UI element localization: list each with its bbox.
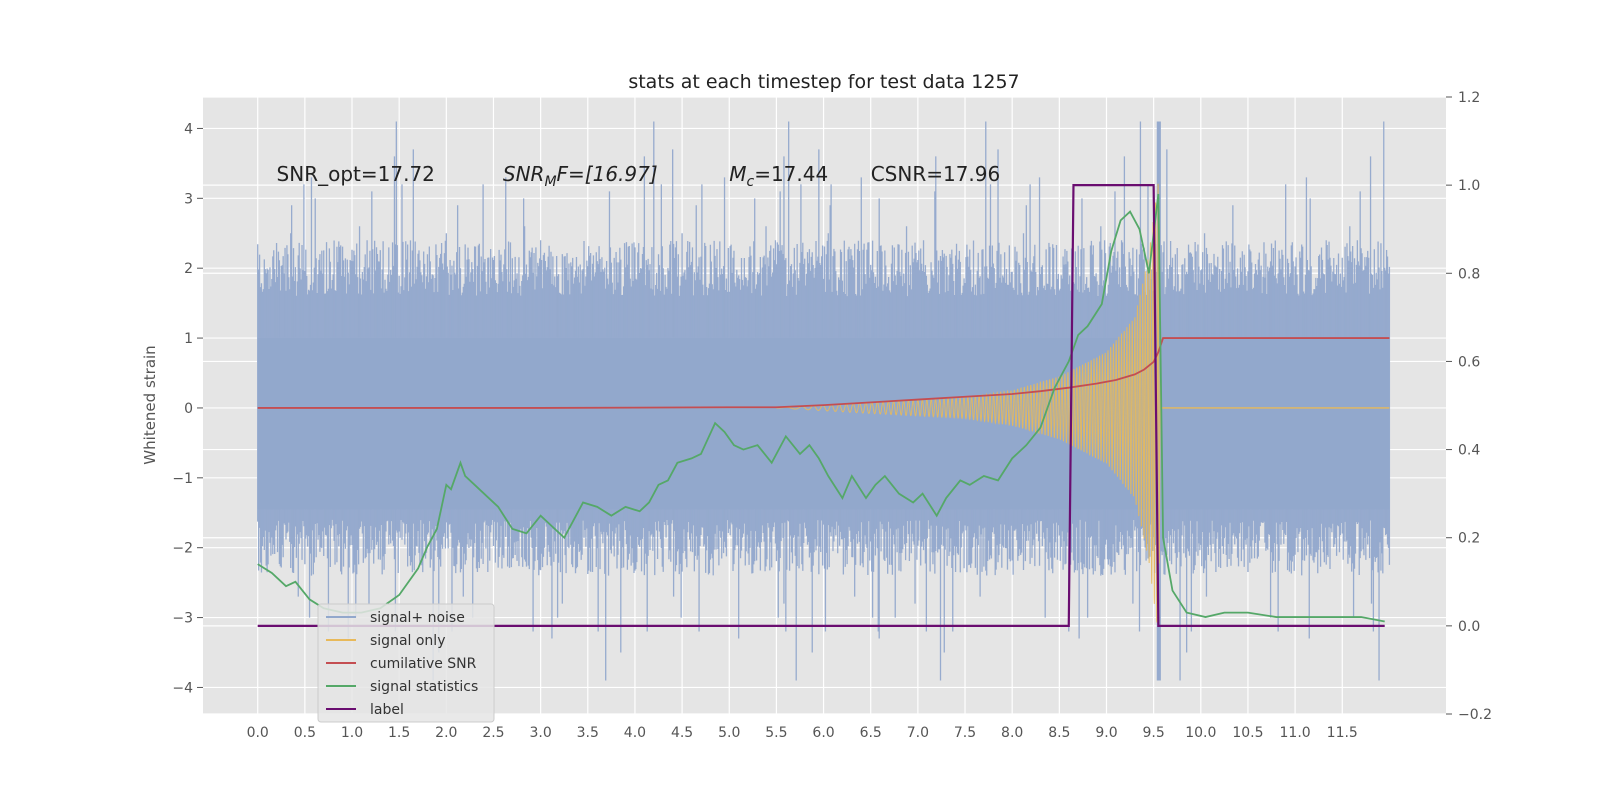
chirp-line	[776, 183, 1162, 623]
x-tick-label: 0.5	[294, 725, 316, 741]
legend-label-4: label	[370, 702, 404, 718]
y2-tick-label: 1.2	[1458, 90, 1480, 106]
y2-tick-label: 0.8	[1458, 266, 1480, 282]
y2-tick-label: 1.0	[1458, 178, 1480, 194]
x-tick-label: 10.0	[1185, 725, 1216, 741]
x-tick-label: 8.5	[1048, 725, 1070, 741]
annotation-0: SNR_opt=17.72	[277, 162, 435, 186]
x-tick-label: 11.0	[1280, 725, 1311, 741]
x-tick-label: 2.0	[435, 725, 457, 741]
noise-core	[257, 338, 1390, 510]
annotation-subscript: M	[544, 174, 556, 190]
y-tick-label: 1	[184, 331, 193, 347]
legend-label-1: signal only	[370, 633, 445, 649]
series-label	[257, 184, 1385, 627]
annotation-main: M	[729, 162, 746, 186]
y2-tick-label: 0.0	[1458, 619, 1480, 635]
legend-label-3: signal statistics	[370, 679, 478, 695]
chart-title: stats at each timestep for test data 125…	[628, 71, 1019, 93]
x-tick-label: 1.0	[341, 725, 363, 741]
y-tick-label: 0	[184, 401, 193, 417]
y-tick-label: 2	[184, 261, 193, 277]
x-tick-label: 11.5	[1327, 725, 1358, 741]
axes: 0.0 0.5 1.0 1.5 2.0 2.5 3.0 3.5 4.0 4.5 5.0 5.5 6.0 6…	[172, 90, 1492, 741]
y-tick-label: −4	[172, 680, 193, 696]
y-tick-label: −1	[172, 471, 193, 487]
x-tick-label: 7.0	[907, 725, 929, 741]
legend: signal+ noise signal only cumilative SNR si…	[317, 603, 495, 723]
y-tick-label: 3	[184, 191, 193, 207]
y-axis-label: Whitened strain	[141, 345, 159, 464]
series-cumulative-snr	[257, 337, 1390, 409]
legend-label-2: cumilative SNR	[370, 656, 477, 672]
x-tick-label: 4.5	[671, 725, 693, 741]
annotation-suffix: =17.44	[754, 162, 828, 186]
annotation-subscript: c	[747, 174, 755, 190]
annotation-2: Mc=17.44	[729, 162, 828, 190]
x-tick-label: 0.0	[247, 725, 269, 741]
y2-tick-label: −0.2	[1458, 707, 1492, 723]
annotation-main: SNR	[503, 162, 545, 186]
x-tick-label: 2.5	[482, 725, 504, 741]
legend-box	[317, 603, 495, 723]
x-tick-label: 10.5	[1232, 725, 1263, 741]
x-tick-label: 7.5	[954, 725, 976, 741]
annotations: SNR_opt=17.72 SNRMF=[16.97] Mc=17.44 CSNR=1…	[277, 162, 1001, 190]
y2-tick-label: 0.4	[1458, 443, 1480, 459]
x-tick-label: 5.5	[765, 725, 787, 741]
annotation-suffix: F=[16.97]	[557, 162, 658, 186]
series-signal-only	[776, 183, 1390, 623]
x-tick-label: 9.5	[1143, 725, 1165, 741]
x-tick-label: 5.0	[718, 725, 740, 741]
x-tick-label: 3.0	[529, 725, 551, 741]
x-tick-label: 9.0	[1095, 725, 1117, 741]
y-tick-label: −2	[172, 541, 193, 557]
series-signal-noise	[257, 121, 1391, 681]
x-tick-label: 1.5	[388, 725, 410, 741]
x-tick-label: 8.0	[1001, 725, 1023, 741]
y-tick-label: −3	[172, 611, 193, 627]
x-tick-label: 6.0	[812, 725, 834, 741]
annotation-3: CSNR=17.96	[871, 162, 1001, 186]
legend-label-0: signal+ noise	[370, 610, 465, 626]
y-tick-label: 4	[184, 121, 193, 137]
annotation-1: SNRMF=[16.97]	[503, 162, 658, 190]
x-tick-label: 3.5	[577, 725, 599, 741]
x-tick-label: 6.5	[860, 725, 882, 741]
series-signal-statistics	[257, 193, 1385, 623]
y2-tick-label: 0.6	[1458, 354, 1480, 370]
x-tick-label: 4.0	[624, 725, 646, 741]
y2-tick-label: 0.2	[1458, 531, 1480, 547]
series-layer	[257, 121, 1391, 681]
